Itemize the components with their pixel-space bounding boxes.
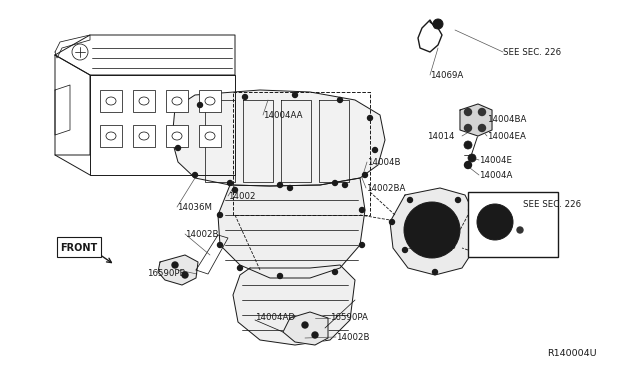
Circle shape — [456, 198, 461, 202]
Circle shape — [433, 19, 443, 29]
Bar — [468, 192, 558, 257]
Circle shape — [218, 243, 223, 247]
Circle shape — [193, 173, 198, 177]
Polygon shape — [233, 265, 355, 345]
Polygon shape — [158, 255, 198, 285]
Text: 16590PA: 16590PA — [330, 314, 368, 323]
Polygon shape — [172, 90, 385, 186]
Bar — [199, 90, 221, 112]
Circle shape — [342, 183, 348, 187]
Ellipse shape — [139, 97, 149, 105]
Bar — [100, 125, 122, 147]
Bar — [133, 125, 155, 147]
Circle shape — [464, 141, 472, 149]
Polygon shape — [218, 178, 365, 278]
Text: 14036M: 14036M — [177, 202, 212, 212]
Ellipse shape — [106, 97, 116, 105]
Text: FRONT: FRONT — [60, 243, 97, 253]
Text: SEE SEC. 226: SEE SEC. 226 — [523, 199, 581, 208]
Circle shape — [414, 212, 450, 248]
Text: 14004A: 14004A — [479, 170, 513, 180]
Circle shape — [360, 208, 365, 212]
Bar — [415, 215, 450, 245]
Text: 14014: 14014 — [427, 131, 454, 141]
Text: 14004AD: 14004AD — [255, 314, 295, 323]
Circle shape — [198, 103, 202, 108]
Circle shape — [360, 243, 365, 247]
Circle shape — [485, 212, 505, 232]
Text: 14002B: 14002B — [336, 333, 369, 341]
Circle shape — [403, 247, 408, 253]
Circle shape — [237, 266, 243, 270]
Circle shape — [491, 218, 499, 226]
Text: 16590PB: 16590PB — [147, 269, 186, 279]
Circle shape — [218, 212, 223, 218]
Circle shape — [227, 180, 232, 186]
Bar — [166, 90, 188, 112]
Circle shape — [278, 183, 282, 187]
Text: 14004B: 14004B — [367, 157, 401, 167]
Circle shape — [468, 154, 476, 162]
Circle shape — [172, 262, 178, 268]
Ellipse shape — [139, 132, 149, 140]
Polygon shape — [390, 188, 475, 275]
Circle shape — [433, 269, 438, 275]
Polygon shape — [460, 104, 492, 136]
Circle shape — [479, 109, 486, 115]
Ellipse shape — [172, 132, 182, 140]
Circle shape — [477, 204, 513, 240]
Circle shape — [182, 272, 188, 278]
Circle shape — [362, 173, 367, 177]
Bar — [100, 90, 122, 112]
Circle shape — [372, 148, 378, 153]
Circle shape — [470, 246, 474, 250]
Circle shape — [424, 222, 440, 238]
FancyBboxPatch shape — [57, 237, 101, 257]
Ellipse shape — [205, 132, 215, 140]
Text: 14004EA: 14004EA — [487, 131, 526, 141]
Circle shape — [465, 161, 472, 169]
Circle shape — [408, 198, 413, 202]
Circle shape — [302, 322, 308, 328]
Circle shape — [337, 97, 342, 103]
Circle shape — [243, 94, 248, 99]
Ellipse shape — [205, 97, 215, 105]
Circle shape — [404, 202, 460, 258]
Circle shape — [232, 187, 237, 192]
Text: 16590P: 16590P — [423, 244, 456, 253]
Text: 14002BA: 14002BA — [366, 183, 405, 192]
Text: 14002B: 14002B — [185, 230, 218, 238]
Bar — [133, 90, 155, 112]
Text: 14004BA: 14004BA — [487, 115, 526, 124]
Text: R140004U: R140004U — [547, 350, 596, 359]
Circle shape — [333, 180, 337, 186]
Text: 14069A: 14069A — [430, 71, 463, 80]
Circle shape — [390, 219, 394, 224]
Circle shape — [367, 115, 372, 121]
Circle shape — [465, 109, 472, 115]
Circle shape — [465, 125, 472, 131]
Bar — [166, 125, 188, 147]
Text: 14004AA: 14004AA — [263, 110, 303, 119]
Text: SEE SEC. 226: SEE SEC. 226 — [503, 48, 561, 57]
Circle shape — [517, 227, 523, 233]
Bar — [199, 125, 221, 147]
Ellipse shape — [106, 132, 116, 140]
Circle shape — [175, 145, 180, 151]
Circle shape — [312, 332, 318, 338]
Text: 14004E: 14004E — [479, 155, 512, 164]
Ellipse shape — [172, 97, 182, 105]
Circle shape — [278, 273, 282, 279]
Circle shape — [287, 186, 292, 190]
Circle shape — [333, 269, 337, 275]
Circle shape — [479, 125, 486, 131]
Circle shape — [292, 93, 298, 97]
Polygon shape — [283, 312, 328, 345]
Text: 14002: 14002 — [228, 192, 255, 201]
